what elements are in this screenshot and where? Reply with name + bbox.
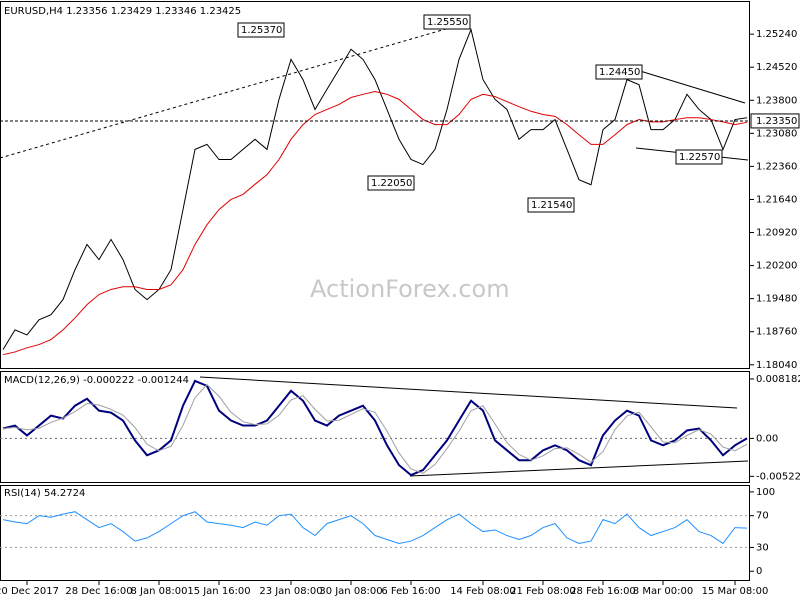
- price-panel: [0, 1, 750, 369]
- y-tick-label: 1.18040: [756, 360, 797, 371]
- last-price-label: 1.23350: [756, 116, 797, 127]
- y-tick-label: 70: [756, 511, 769, 522]
- annotation-box: [527, 197, 575, 213]
- x-tick-label: 28 Feb 16:00: [570, 586, 636, 597]
- x-tick-label: 15 Jan 16:00: [187, 586, 250, 597]
- trendline: [409, 460, 749, 477]
- annotation-box: [595, 64, 643, 80]
- series-line: [2, 91, 748, 356]
- y-tick-label: 0.00: [756, 433, 778, 444]
- series-line: [2, 511, 748, 545]
- series-line: [2, 383, 748, 474]
- x-tick-label: 8 Jan 08:00: [131, 586, 188, 597]
- annotation: 1.22050: [371, 178, 412, 189]
- chart-title: EURUSD,H4 1.23356 1.23429 1.23346 1.2342…: [4, 6, 241, 17]
- last-price-box: [750, 113, 800, 129]
- annotation-box: [237, 22, 285, 38]
- rsi-panel: [0, 485, 750, 581]
- y-tick-label: 1.19480: [756, 294, 797, 305]
- y-tick-label: 1.18760: [756, 327, 797, 338]
- annotation: 1.22570: [679, 152, 720, 163]
- x-tick-label: 6 Feb 16:00: [381, 586, 440, 597]
- x-tick-label: 21 Feb 08:00: [510, 586, 576, 597]
- y-tick-label: 1.20200: [756, 261, 797, 272]
- x-tick-label: 30 Jan 08:00: [319, 586, 382, 597]
- y-tick-label: 30: [756, 542, 769, 553]
- y-tick-label: 100: [756, 487, 775, 498]
- x-tick-label: 15 Mar 08:00: [702, 586, 769, 597]
- annotation-box: [423, 14, 471, 30]
- y-tick-label: 0: [756, 566, 762, 577]
- annotation: 1.25370: [241, 25, 282, 36]
- trendline: [199, 376, 738, 409]
- annotation-box: [675, 149, 723, 165]
- annotation: 1.25550: [427, 17, 468, 28]
- x-tick-label: 14 Feb 08:00: [450, 586, 516, 597]
- series-line: [2, 379, 748, 477]
- y-tick-label: 1.24520: [756, 62, 797, 73]
- y-tick-label: -0.005223: [756, 471, 800, 482]
- annotation: 1.24450: [599, 67, 640, 78]
- y-tick-label: 1.23080: [756, 128, 797, 139]
- macd-panel: [0, 371, 750, 483]
- y-tick-label: 1.25240: [756, 29, 797, 40]
- trendline: [639, 70, 746, 104]
- annotation-box: [367, 175, 415, 191]
- watermark: ActionForex.com: [310, 275, 510, 303]
- y-tick-label: 1.21640: [756, 194, 797, 205]
- macd-title: MACD(12,26,9) -0.000222 -0.001244: [4, 375, 189, 386]
- x-tick-label: 20 Dec 2017: [0, 586, 59, 597]
- annotation: 1.21540: [531, 200, 572, 211]
- x-tick-label: 28 Dec 16:00: [65, 586, 132, 597]
- y-tick-label: 1.20920: [756, 228, 797, 239]
- x-tick-label: 23 Jan 08:00: [259, 586, 322, 597]
- y-tick-label: 1.22360: [756, 161, 797, 172]
- y-tick-label: 1.23800: [756, 95, 797, 106]
- rsi-title: RSI(14) 54.2724: [4, 488, 85, 499]
- y-tick-label: 0.008182: [756, 374, 800, 385]
- series-line: [2, 27, 748, 350]
- x-tick-label: 8 Mar 00:00: [633, 586, 693, 597]
